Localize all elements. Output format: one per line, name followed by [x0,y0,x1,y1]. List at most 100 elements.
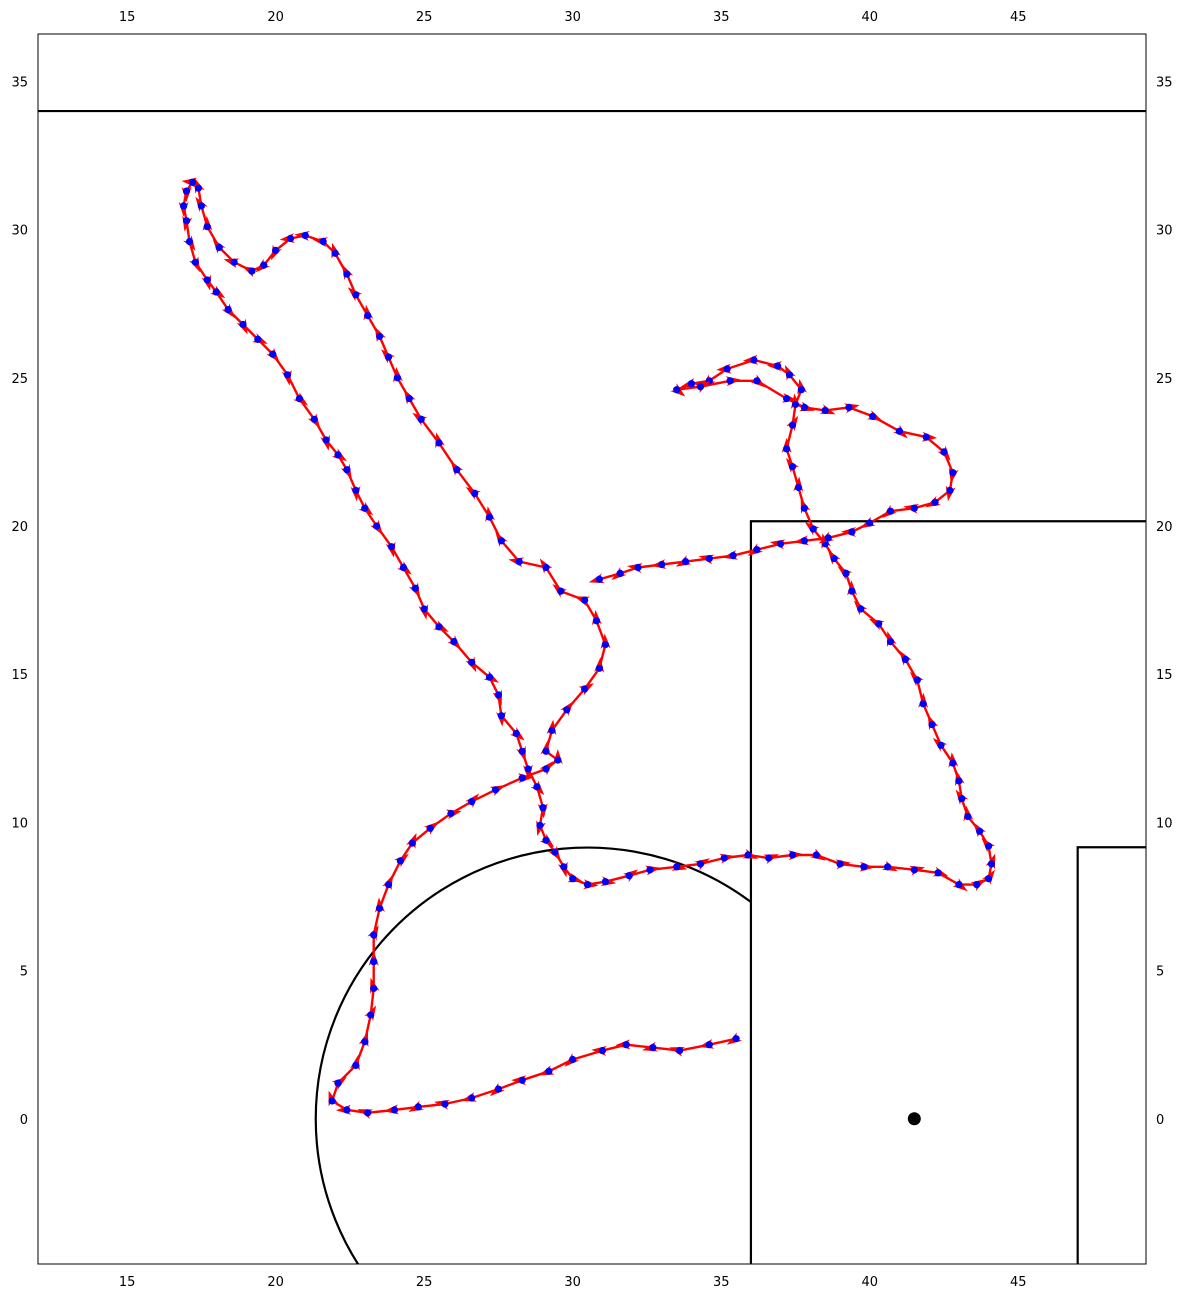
trajectory-point [592,617,601,625]
trajectory-point [334,451,342,459]
trajectory-point [322,436,330,444]
x-tick-label-bottom: 35 [713,1275,730,1290]
trajectory-point [260,261,268,269]
trajectory-point [542,563,550,572]
trajectory-point [399,563,407,572]
trajectory-point [328,1097,336,1105]
trajectory-point [958,795,966,803]
trajectory-point [845,403,853,411]
trajectory-point [910,866,918,874]
trajectory-point [361,504,369,512]
trajectory-point [821,406,829,414]
trajectory-point [551,848,559,856]
trajectory-point [886,507,895,515]
trajectory-point [673,863,681,871]
trajectory-point [928,721,936,729]
trajectory-point [182,187,191,195]
x-tick-label-bottom: 40 [861,1275,878,1290]
trajectory-point [931,498,939,506]
trajectory-point [987,860,996,868]
trajectory-point [797,386,806,394]
trajectory-point [515,558,523,566]
trajectory-point [901,655,910,664]
x-tick-label-bottom: 15 [119,1275,136,1290]
trajectory-point [765,854,773,862]
trajectory-point [886,638,895,646]
trajectory-point [726,377,734,385]
y-tick-label-left: 15 [11,668,28,683]
trajectory-point [405,395,413,403]
trajectory-point [753,546,761,554]
y-tick-label-left: 25 [11,372,28,387]
trajectory-point [512,729,520,738]
trajectory-point [364,1109,372,1117]
trajectory-point [301,231,309,240]
trajectory-point [497,537,505,545]
trajectory-point [910,504,918,512]
trajectory-point [595,575,604,583]
trajectory-point [411,584,419,592]
x-tick-label-bottom: 25 [416,1275,433,1290]
y-tick-label-left: 35 [11,75,28,90]
trajectory-point [542,836,550,844]
trajectory-point [352,486,360,494]
trajectory-point [860,863,868,871]
x-tick-label-top: 35 [713,10,730,25]
trajectory-point [563,706,571,714]
trajectory-point [753,377,761,385]
trajectory-point [705,1041,713,1049]
trajectory-point [913,676,921,684]
trajectory-point [387,543,396,551]
trajectory-point [197,202,205,210]
trajectory-point [866,519,874,527]
trajectory-point [435,623,443,631]
plot-frame [37,33,1147,1265]
trajectory-point [830,555,838,563]
trajectory-point [248,267,256,275]
trajectory-point [569,875,577,883]
trajectory-point [352,291,360,299]
trajectory-point [848,528,856,536]
trajectory-point [794,483,803,492]
trajectory-point [453,466,461,474]
y-tick-label-left: 20 [11,520,28,535]
y-tick-label-left: 5 [20,965,28,980]
trajectory-point [269,350,277,358]
trajectory-point [408,839,416,847]
trajectory-point [343,466,351,474]
trajectory-point [485,673,494,681]
trajectory-point [215,243,223,251]
trajectory-point [212,288,220,296]
trajectory-point [376,332,384,340]
trajectory-point [450,638,458,646]
trajectory-point [376,904,384,912]
trajectory-point [471,489,479,497]
trajectory-point [985,842,993,850]
trajectory-point [729,552,737,560]
trajectory-point [622,1041,630,1049]
trajectory-point [800,537,809,545]
trajectory-point [658,560,666,569]
trajectory-point [542,747,550,755]
trajectory-point [420,605,428,613]
trajectory-point [373,522,381,530]
trajectory-point [705,555,713,563]
trajectory-point [194,184,202,192]
trajectory [182,180,993,1115]
trajectory-point [310,415,318,423]
x-tick-label-top: 30 [564,10,581,25]
trajectory-point [783,445,791,453]
trajectory-point [946,486,954,494]
y-tick-label-left: 10 [11,816,28,831]
trajectory-point [646,866,654,874]
trajectory-point [964,812,972,821]
trajectory-point [922,433,930,441]
trajectory-point [800,504,809,512]
trajectory-point [949,469,957,477]
trajectory-point [940,448,948,456]
trajectory-point [744,851,752,859]
trajectory-point [417,415,425,423]
trajectory-point [203,223,211,231]
y-tick-label-left: 30 [11,224,28,239]
trajectory-point [788,851,797,859]
